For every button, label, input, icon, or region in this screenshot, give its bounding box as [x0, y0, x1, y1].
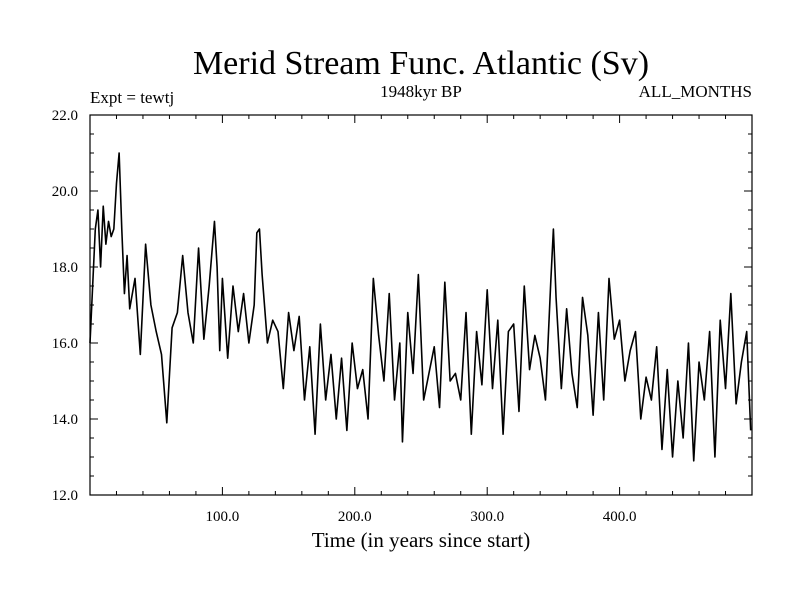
plot-frame: [89, 114, 753, 496]
y-tick-label: 16.0: [52, 336, 78, 352]
y-tick-label: 20.0: [52, 184, 78, 200]
x-tick-label: 400.0: [603, 509, 637, 525]
y-tick-label: 12.0: [52, 488, 78, 504]
x-axis-label: Time (in years since start): [312, 528, 531, 552]
x-tick-label: 300.0: [470, 509, 504, 525]
subtitle-right: ALL_MONTHS: [639, 82, 752, 101]
x-tick-label: 200.0: [338, 509, 372, 525]
y-tick-label: 18.0: [52, 260, 78, 276]
x-tick-label: 100.0: [206, 509, 240, 525]
y-tick-label: 14.0: [52, 412, 78, 428]
data-series-line: [89, 152, 752, 462]
subtitle-left: Expt = tewtj: [90, 88, 174, 107]
axis-tick-labels: 100.0 200.0 300.0 400.0 12.0 14.0 16.0 18.0 20.0…: [52, 108, 637, 525]
chart-title: Merid Stream Func. Atlantic (Sv): [193, 45, 649, 82]
y-tick-label: 22.0: [52, 108, 78, 124]
subtitle-center: 1948kyr BP: [380, 82, 462, 101]
axis-ticks: [90, 114, 752, 496]
